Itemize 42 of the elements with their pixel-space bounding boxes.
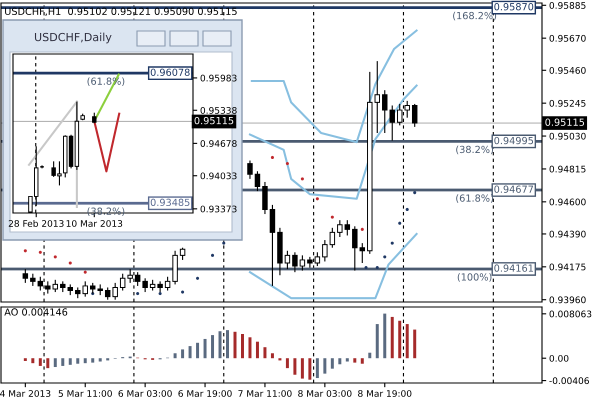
y-tick-label: 0.95670 (550, 34, 586, 42)
ref-line-label: 0.95115 (194, 116, 234, 124)
chart-title: USDCHF,H1 0.95102 0.95121 0.95090 0.95115 (5, 8, 237, 16)
ref-line-label: 0.94995 (494, 136, 534, 144)
x-tick-label: 8 Mar 19:00 (358, 390, 412, 397)
y-tick-label: 0.95460 (550, 67, 586, 74)
chart-title: AO 0.004146 (4, 308, 68, 316)
y-tick-label: 0.95885 (550, 2, 586, 9)
y-tick-label: 0.94600 (550, 198, 586, 206)
y-tick-label: 0.93373 (200, 206, 237, 212)
y-tick-label: 0.94678 (200, 140, 237, 147)
y-tick-label: 0.95030 (550, 132, 586, 140)
annotation: (61.8%) (456, 194, 494, 203)
y-tick-label: 0.94390 (550, 230, 586, 238)
x-tick-label: 7 Mar 11:00 (238, 390, 292, 397)
y-tick-label: 0.008063 (550, 310, 592, 318)
x-tick-label: 28 Feb 2013 (8, 220, 64, 227)
y-tick-label: 0.95338 (200, 107, 237, 114)
y-tick-label: 0.95983 (200, 74, 237, 82)
y-tick-label: 0.94033 (200, 172, 237, 180)
annotation: (38.2%) (456, 146, 494, 154)
y-tick-label: 0.94815 (550, 166, 586, 172)
chart-title: USDCHF,Daily (34, 32, 112, 44)
y-tick-label: -0.00406 (549, 377, 589, 384)
x-tick-label: 10 Mar 2013 (66, 220, 122, 227)
annotation: (100%) (458, 273, 492, 282)
annotation: (168.2%) (453, 12, 496, 20)
x-tick-label: 6 Mar 03:00 (118, 390, 172, 397)
x-tick-label: 5 Mar 11:00 (58, 390, 112, 397)
x-tick-label: 8 Mar 03:00 (298, 390, 352, 397)
y-tick-label: 0.93960 (550, 296, 586, 304)
ref-line-label: 0.94677 (494, 186, 534, 193)
x-tick-label: 6 Mar 19:00 (178, 390, 232, 397)
x-tick-label: 4 Mar 2013 (0, 390, 50, 397)
ref-line-label: 0.93485 (150, 198, 190, 206)
y-tick-label: 0.00 (550, 354, 568, 362)
y-tick-label: 0.95245 (550, 100, 586, 107)
ref-line-label: 0.95870 (494, 3, 534, 10)
ref-line-label: 0.96078 (150, 68, 190, 76)
ref-line-label: 0.95115 (545, 118, 584, 126)
ref-line-label: 0.94161 (494, 264, 533, 272)
y-tick-label: 0.94175 (550, 264, 586, 270)
